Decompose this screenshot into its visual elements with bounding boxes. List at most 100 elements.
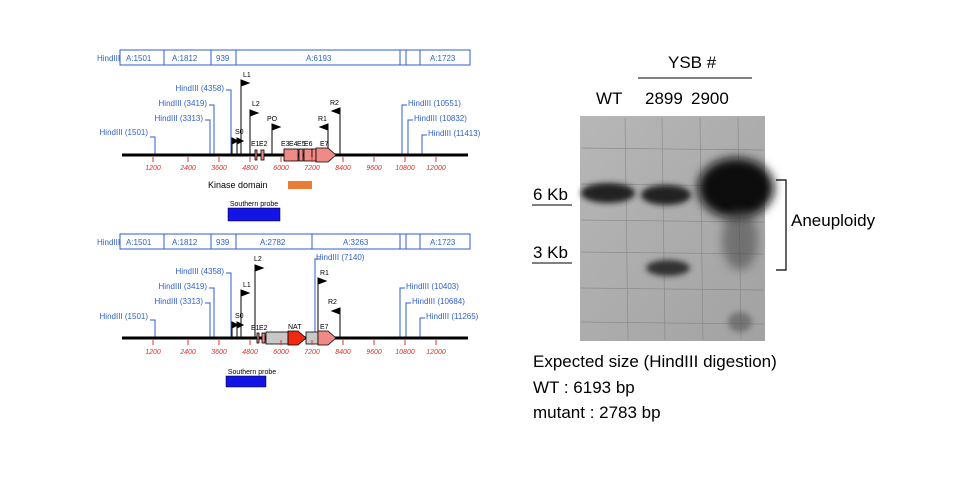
band-2899-6kb — [641, 185, 691, 205]
mutant-bar-fragment-5: A:3263 — [343, 238, 369, 247]
southern-blot — [532, 77, 787, 341]
blot-grid-line — [661, 117, 666, 341]
mutant-primer-r2: R2 — [328, 299, 337, 306]
wt-exon-e2: E2 — [259, 141, 268, 148]
band-2899-3kb — [646, 260, 690, 276]
mutant-site-label-4: HindIII (4358) — [176, 267, 225, 276]
mutant-nat-marker — [287, 330, 307, 346]
wt-fragment-bar — [119, 49, 471, 66]
wt-bar-fragment-6: A:1723 — [430, 54, 456, 63]
wt-tick-label-4: 4800 — [242, 165, 258, 172]
mutant-nat-label: NAT — [288, 324, 302, 331]
wt-exon-e5: E5 — [297, 141, 306, 148]
marker-3kb: 3 Kb — [533, 243, 568, 262]
band-wt-6kb — [581, 183, 635, 203]
mutant-site-label-1: HindIII (1501) — [100, 312, 149, 321]
mutant-tick-label-2: 2400 — [179, 349, 196, 356]
mutant-primer-r1: R1 — [320, 270, 329, 277]
mutant-exon-e7: E7 — [320, 324, 329, 331]
blot-grid-line — [580, 147, 765, 151]
wt-primer-po: PO — [267, 116, 278, 123]
wt-tick-label-8: 9600 — [366, 165, 382, 172]
wt-exons — [254, 147, 337, 163]
wt-site-label-6: HindIII (10832) — [414, 114, 467, 123]
mutant-restriction-map: HindIII A:1501 A:1812 939 A:2782 A:3263 … — [97, 233, 479, 388]
wt-primer-r1: R1 — [318, 116, 327, 123]
wt-kinase-domain-label: Kinase domain — [208, 180, 268, 190]
marker-6kb: 6 Kb — [533, 185, 568, 204]
aneuploidy-label: Aneuploidy — [791, 211, 876, 230]
wt-primer-r2: R2 — [330, 100, 339, 107]
wt-site-label-3: HindIII (3419) — [159, 99, 208, 108]
mutant-exon-e1: E1 — [251, 325, 260, 332]
wt-site-label-5: HindIII (10551) — [408, 99, 461, 108]
expected-wt: WT : 6193 bp — [533, 378, 635, 397]
mutant-site-label-5: HindIII (7140) — [316, 253, 365, 262]
mutant-tick-label-4: 4800 — [242, 349, 258, 356]
mutant-site-label-6: HindIII (10403) — [406, 282, 459, 291]
mutant-exons — [256, 330, 337, 346]
wt-exon-e1: E1 — [251, 141, 260, 148]
wt-tick-label-2: 2400 — [179, 165, 196, 172]
mutant-southern-probe-bar — [225, 375, 267, 388]
wt-exon-e6: E6 — [304, 141, 313, 148]
wt-site-label-7: HindIII (11413) — [428, 129, 481, 138]
wt-site-lines — [150, 89, 427, 155]
wt-exon-e7: E7 — [320, 141, 329, 148]
mutant-tick-label-7: 8400 — [335, 349, 351, 356]
mutant-primer-flags — [231, 264, 341, 338]
wt-site-label-2: HindIII (3313) — [155, 114, 204, 123]
mutant-site-label-3: HindIII (3419) — [159, 282, 208, 291]
lane-label-2899: 2899 — [645, 89, 683, 108]
wt-bar-label-hindiii: HindIII — [97, 54, 120, 63]
wt-primer-flags — [231, 79, 341, 155]
mutant-bar-fragment-1: A:1501 — [126, 238, 152, 247]
mutant-bar-label-hindiii: HindIII — [97, 238, 120, 247]
wt-scale-ticks — [152, 157, 437, 162]
wt-exon-e3: E3 — [281, 141, 290, 148]
mutant-tick-label-8: 9600 — [366, 349, 382, 356]
mutant-site-label-7: HindIII (10684) — [412, 297, 465, 306]
mutant-exon-e2: E2 — [259, 325, 268, 332]
blot-grid-line — [624, 117, 629, 341]
mutant-bar-fragment-2: A:1812 — [172, 238, 198, 247]
wt-site-label-1: HindIII (1501) — [100, 128, 149, 137]
wt-tick-label-3: 3600 — [211, 165, 227, 172]
wt-tick-label-1: 1200 — [145, 165, 161, 172]
wt-site-label-4: HindIII (4358) — [176, 84, 225, 93]
mutant-cassette-left — [265, 331, 289, 345]
lane-label-2900: 2900 — [691, 89, 729, 108]
mutant-tick-label-6: 7200 — [304, 349, 320, 356]
mutant-site-lines — [150, 258, 425, 338]
mutant-primer-s0: S0 — [235, 313, 244, 320]
mutant-tick-label-9: 10800 — [395, 349, 415, 356]
mutant-tick-label-10: 12000 — [426, 349, 446, 356]
wt-exon-e4: E4 — [289, 141, 298, 148]
mutant-site-label-2: HindIII (3313) — [155, 297, 204, 306]
mutant-scale-ticks — [152, 340, 437, 345]
band-2900-smear — [698, 158, 774, 218]
aneuploidy-bracket — [776, 179, 787, 271]
wt-bar-fragment-2: A:1812 — [172, 54, 198, 63]
wt-tick-label-7: 8400 — [335, 165, 351, 172]
mutant-site-label-8: HindIII (11265) — [426, 312, 479, 321]
wt-primer-l1: L1 — [243, 72, 251, 79]
mutant-tick-label-1: 1200 — [145, 349, 161, 356]
mutant-southern-probe-label: Southern probe — [228, 369, 276, 376]
mutant-bar-fragment-4: A:2782 — [260, 238, 286, 247]
wt-southern-probe-label: Southern probe — [230, 201, 278, 208]
wt-southern-probe-bar — [227, 207, 281, 222]
wt-tick-label-10: 12000 — [426, 165, 446, 172]
mutant-tick-label-3: 3600 — [211, 349, 227, 356]
mutant-primer-l2: L2 — [254, 256, 262, 263]
blot-grid-line — [699, 117, 704, 341]
wt-kinase-domain-bar — [288, 181, 312, 189]
mutant-tick-label-5: 6000 — [273, 349, 289, 356]
wt-tick-label-6: 7200 — [304, 165, 320, 172]
mutant-bar-fragment-7: A:1723 — [430, 238, 456, 247]
lane-label-wt: WT — [596, 89, 623, 108]
mutant-primer-l1: L1 — [243, 282, 251, 289]
wt-tick-label-5: 6000 — [273, 165, 289, 172]
wt-bar-fragment-4: A:6193 — [306, 54, 332, 63]
